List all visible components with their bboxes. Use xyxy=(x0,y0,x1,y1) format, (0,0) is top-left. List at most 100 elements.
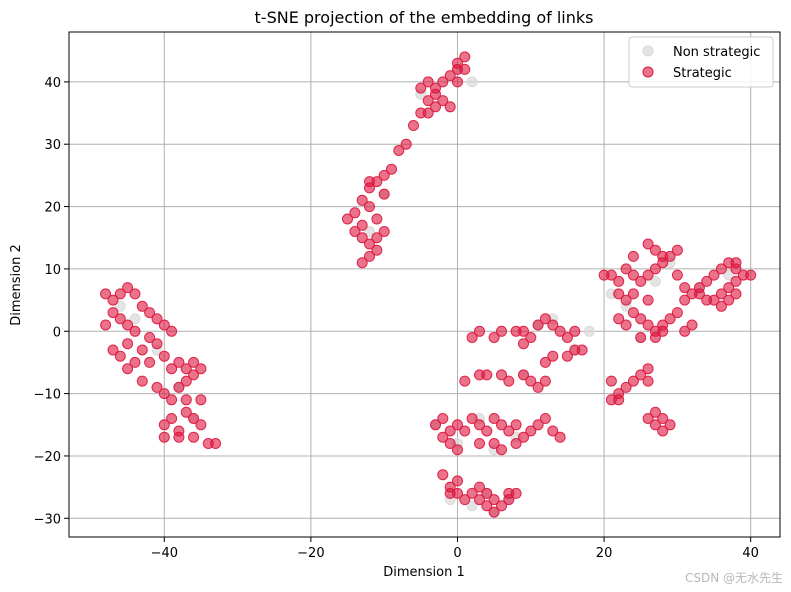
data-point-strategic xyxy=(547,319,559,331)
data-point-strategic xyxy=(151,313,163,325)
data-point-strategic xyxy=(686,319,698,331)
y-axis-label: Dimension 2 xyxy=(9,244,24,326)
data-point-strategic xyxy=(679,325,691,337)
data-point-strategic xyxy=(518,431,529,443)
data-point-strategic xyxy=(474,494,485,506)
data-point-strategic xyxy=(422,95,434,107)
data-point-strategic xyxy=(188,431,200,443)
data-point-strategic xyxy=(598,269,610,281)
data-point-strategic xyxy=(701,275,713,287)
data-point-strategic xyxy=(422,76,434,88)
data-point-strategic xyxy=(496,325,507,337)
data-point-non-strategic xyxy=(129,313,141,325)
data-point-strategic xyxy=(488,413,500,424)
data-point-strategic xyxy=(474,438,485,449)
data-point-strategic xyxy=(466,413,478,424)
x-tick-label: −20 xyxy=(297,546,324,561)
data-point-strategic xyxy=(569,325,581,337)
data-point-strategic xyxy=(657,325,669,337)
data-point-strategic xyxy=(635,369,647,381)
data-point-strategic xyxy=(122,282,134,294)
data-point-strategic xyxy=(576,344,588,356)
data-point-strategic xyxy=(649,263,661,275)
x-tick-label: 20 xyxy=(596,546,613,561)
data-point-strategic xyxy=(452,419,463,431)
data-point-strategic xyxy=(151,381,163,393)
data-point-strategic xyxy=(620,319,632,331)
data-point-strategic xyxy=(613,275,625,287)
data-point-strategic xyxy=(613,394,625,406)
data-point-non-strategic xyxy=(649,275,661,287)
data-point-strategic xyxy=(723,282,735,294)
data-point-strategic xyxy=(136,375,148,387)
data-point-strategic xyxy=(488,506,500,518)
data-point-strategic xyxy=(620,294,632,306)
data-point-strategic xyxy=(452,57,463,69)
data-point-strategic xyxy=(364,250,375,262)
data-point-strategic xyxy=(466,487,478,499)
data-point-strategic xyxy=(466,332,478,343)
data-point-strategic xyxy=(400,138,412,150)
data-point-strategic xyxy=(122,363,134,375)
data-point-strategic xyxy=(437,95,449,107)
data-point-strategic xyxy=(122,338,134,350)
data-point-strategic xyxy=(371,213,383,225)
data-point-strategic xyxy=(378,169,390,181)
data-point-strategic xyxy=(496,369,507,381)
y-axis-ticks: −30 −20 −10 0 10 20 30 40 xyxy=(34,76,69,527)
data-point-strategic xyxy=(503,494,515,506)
data-point-strategic xyxy=(745,269,757,281)
data-point-strategic xyxy=(664,419,676,431)
x-axis-label: Dimension 1 xyxy=(383,565,465,580)
data-point-strategic xyxy=(107,307,119,319)
data-point-strategic xyxy=(620,263,632,275)
series-strategic xyxy=(100,51,757,518)
data-point-strategic xyxy=(173,356,185,368)
data-point-strategic xyxy=(715,263,727,275)
data-point-strategic xyxy=(459,63,471,75)
data-point-strategic xyxy=(188,369,200,381)
x-tick-label: −40 xyxy=(151,546,178,561)
data-point-strategic xyxy=(664,313,676,325)
data-point-strategic xyxy=(364,238,375,250)
data-point-strategic xyxy=(532,319,544,331)
data-point-strategic xyxy=(114,288,126,300)
data-point-strategic xyxy=(444,425,456,437)
data-point-strategic xyxy=(518,338,529,350)
data-point-strategic xyxy=(166,413,178,424)
data-point-strategic xyxy=(635,332,647,343)
legend-label-strategic: Strategic xyxy=(673,66,732,81)
data-point-strategic xyxy=(671,307,683,319)
x-axis-ticks: −40 −20 0 20 40 xyxy=(151,537,759,561)
data-point-strategic xyxy=(532,381,544,393)
data-point-strategic xyxy=(627,269,639,281)
data-point-strategic xyxy=(129,288,141,300)
data-point-strategic xyxy=(158,388,170,400)
data-point-strategic xyxy=(518,325,529,337)
y-tick-label: 0 xyxy=(53,325,61,340)
y-tick-label: −20 xyxy=(34,450,61,465)
data-point-strategic xyxy=(180,406,192,418)
data-point-strategic xyxy=(364,176,375,188)
data-point-strategic xyxy=(701,294,713,306)
data-point-strategic xyxy=(525,332,537,343)
data-point-strategic xyxy=(166,363,178,375)
data-point-strategic xyxy=(627,288,639,300)
data-point-strategic xyxy=(503,425,515,437)
data-point-strategic xyxy=(671,244,683,256)
data-point-strategic xyxy=(496,444,507,456)
data-point-strategic xyxy=(356,232,368,244)
data-point-strategic xyxy=(657,413,669,424)
data-point-strategic xyxy=(371,232,383,244)
data-point-strategic xyxy=(627,375,639,387)
data-point-strategic xyxy=(114,313,126,325)
data-point-strategic xyxy=(481,487,493,499)
data-point-non-strategic xyxy=(114,300,126,312)
data-point-strategic xyxy=(180,363,192,375)
data-point-strategic xyxy=(166,394,178,406)
data-point-strategic xyxy=(459,425,471,437)
data-point-strategic xyxy=(100,288,112,300)
data-point-strategic xyxy=(496,500,507,512)
data-point-strategic xyxy=(679,294,691,306)
data-point-strategic xyxy=(649,406,661,418)
